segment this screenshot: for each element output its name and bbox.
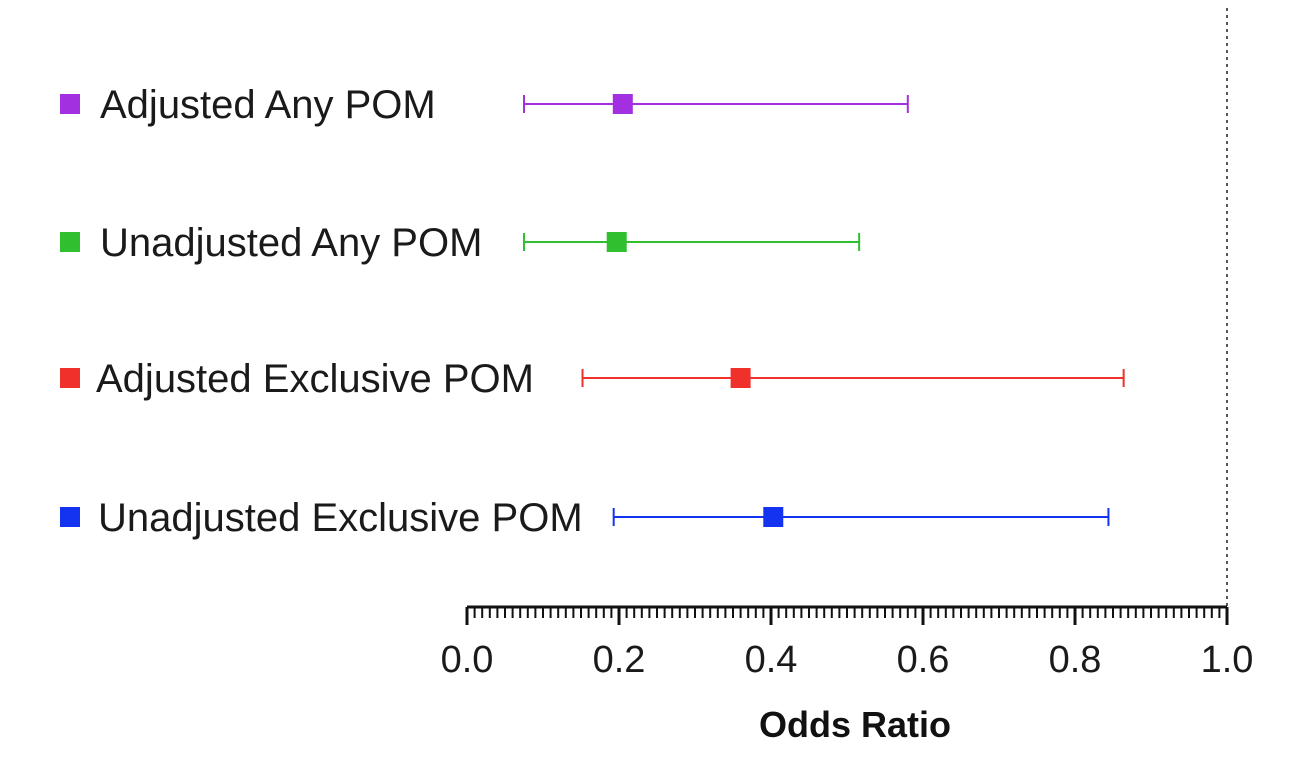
row-1: Adjusted Any POM	[60, 83, 909, 127]
row-3: Adjusted Exclusive POM	[60, 357, 1125, 401]
point-estimate	[763, 507, 784, 527]
row-label: Adjusted Exclusive POM	[96, 357, 534, 401]
row-legend-marker	[60, 232, 80, 252]
x-tick-label: 0.6	[897, 639, 950, 681]
row-4: Unadjusted Exclusive POM	[60, 496, 1110, 540]
rows: Adjusted Any POM Unadjusted Any POM Adjust…	[60, 83, 1125, 540]
x-tick-label: 1.0	[1201, 639, 1254, 681]
row-2: Unadjusted Any POM	[60, 221, 861, 265]
row-legend-marker	[60, 94, 80, 114]
row-legend-marker	[60, 507, 80, 527]
row-legend-marker	[60, 368, 80, 388]
x-tick-label: 0.8	[1049, 639, 1102, 681]
point-estimate	[606, 232, 627, 252]
point-estimate	[730, 368, 751, 388]
x-tick-label: 0.2	[593, 639, 646, 681]
row-label: Unadjusted Any POM	[100, 221, 482, 265]
x-tick-label: 0.0	[441, 639, 494, 681]
row-label: Unadjusted Exclusive POM	[98, 496, 583, 540]
point-estimate	[612, 94, 633, 114]
row-label: Adjusted Any POM	[100, 83, 436, 127]
x-axis-title: Odds Ratio	[759, 704, 951, 745]
x-axis: 0.0 0.2 0.4 0.6 0.8 1.0	[441, 605, 1254, 681]
x-tick-label: 0.4	[745, 639, 798, 681]
